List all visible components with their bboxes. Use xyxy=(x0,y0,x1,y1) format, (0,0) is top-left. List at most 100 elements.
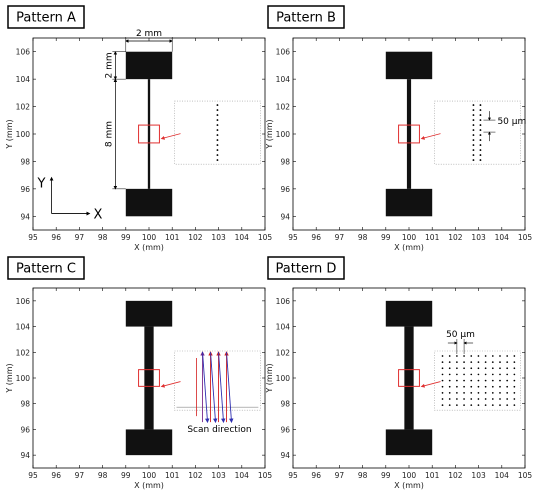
inset-dot xyxy=(506,373,509,376)
inset-dot xyxy=(479,144,482,146)
inset-dot xyxy=(463,373,465,376)
inset-dot xyxy=(477,373,480,376)
zoom-region-box xyxy=(138,124,160,144)
y-tick-label: 100 xyxy=(16,374,31,383)
y-tick-label: 100 xyxy=(16,130,31,139)
inset-dot xyxy=(506,355,509,357)
inset-dot xyxy=(470,385,473,388)
x-tick-label: 102 xyxy=(188,471,203,480)
x-tick-label: 101 xyxy=(425,233,440,242)
inset-dot xyxy=(216,154,219,156)
inset-dot xyxy=(470,367,473,370)
inset-dot xyxy=(472,149,475,151)
x-tick-label: 96 xyxy=(51,233,61,242)
x-tick-label: 99 xyxy=(381,471,391,480)
inset-dot xyxy=(216,134,219,136)
zoom-arrow xyxy=(160,381,181,388)
panel-title: Pattern A xyxy=(16,11,76,26)
y-tick-label: 106 xyxy=(16,297,31,306)
inset-dot xyxy=(477,392,480,394)
inset-dot xyxy=(216,104,219,106)
inset-dot xyxy=(491,398,494,400)
panel-b: Pattern B 95 96 97 98 99 100 101 102 103 104 105 94 9… xyxy=(265,5,532,252)
inset-dot xyxy=(499,361,501,363)
x-tick-label: 97 xyxy=(75,471,85,480)
inset-dot xyxy=(484,373,487,376)
inset-dot xyxy=(479,119,482,121)
inset-dot xyxy=(448,392,451,394)
inset-dot xyxy=(491,404,494,406)
inset-dot xyxy=(472,159,475,161)
inset-dot xyxy=(513,373,516,376)
x-tick-label: 103 xyxy=(211,233,226,242)
y-tick-label: 94 xyxy=(20,212,30,221)
inset-dot xyxy=(499,367,501,370)
inset-dot xyxy=(216,114,219,116)
inset-dot xyxy=(441,361,444,363)
y-tick-label: 104 xyxy=(276,75,291,84)
inset-dot xyxy=(479,129,482,131)
x-tick-label: 101 xyxy=(165,233,180,242)
inset-dot xyxy=(463,385,465,388)
pad-bottom xyxy=(125,188,173,217)
inset-dot xyxy=(456,385,458,388)
inset-dot xyxy=(491,355,494,357)
x-tick-label: 103 xyxy=(471,471,486,480)
y-tick-label: 96 xyxy=(280,425,290,434)
panel-title-box xyxy=(267,256,345,280)
inset-dot xyxy=(513,398,516,400)
inset-dot xyxy=(448,373,451,376)
inset-dot xyxy=(491,361,494,363)
inset-dot xyxy=(441,392,444,394)
inset-dot xyxy=(463,361,465,363)
x-tick-label: 102 xyxy=(448,471,463,480)
inset-dot xyxy=(506,404,509,406)
inset-dot xyxy=(463,379,465,382)
inset-dot xyxy=(477,385,480,388)
inset-dot xyxy=(484,385,487,388)
inset-dot xyxy=(499,373,501,376)
inset-dot xyxy=(506,361,509,363)
inset-dot xyxy=(499,404,501,406)
inset-dot xyxy=(441,373,444,376)
inset-dot xyxy=(441,385,444,388)
zoom-region-box xyxy=(398,369,420,387)
connecting-line xyxy=(144,326,154,430)
inset-dot xyxy=(479,159,482,161)
inset-dot xyxy=(456,392,458,394)
x-tick-label: 103 xyxy=(471,233,486,242)
inset-dot xyxy=(472,104,475,106)
inset-dot xyxy=(499,398,501,400)
x-tick-label: 101 xyxy=(165,471,180,480)
inset-dot xyxy=(470,361,473,363)
inset-dot xyxy=(491,373,494,376)
y-tick-label: 98 xyxy=(20,157,30,166)
y-axis-label: Y (mm) xyxy=(5,363,14,393)
x-tick-label: 104 xyxy=(235,233,250,242)
scan-direction-label: Scan direction xyxy=(187,425,251,435)
scan-down-stroke xyxy=(218,351,226,424)
inset-dot xyxy=(506,385,509,388)
inset-dot xyxy=(479,124,482,126)
y-tick-label: 102 xyxy=(276,103,291,112)
inset-dot xyxy=(463,404,465,406)
x-axis-label: X (mm) xyxy=(134,243,164,252)
inset-dot xyxy=(441,367,444,370)
inset-dot xyxy=(216,119,219,121)
inset-dot xyxy=(499,355,501,357)
x-tick-label: 104 xyxy=(235,471,250,480)
x-tick-label: 98 xyxy=(98,471,108,480)
inset-dot xyxy=(456,373,458,376)
inset-dot xyxy=(513,392,516,394)
inset-dot xyxy=(513,355,516,357)
inset-dot xyxy=(472,134,475,136)
y-direction-label: Y xyxy=(37,177,46,192)
inset-dot xyxy=(484,361,487,363)
inset-dot xyxy=(479,149,482,151)
inset-dot xyxy=(513,404,516,406)
x-tick-label: 105 xyxy=(258,471,273,480)
inset-dot xyxy=(448,385,451,388)
inset-dot xyxy=(484,367,487,370)
x-tick-label: 98 xyxy=(358,233,368,242)
